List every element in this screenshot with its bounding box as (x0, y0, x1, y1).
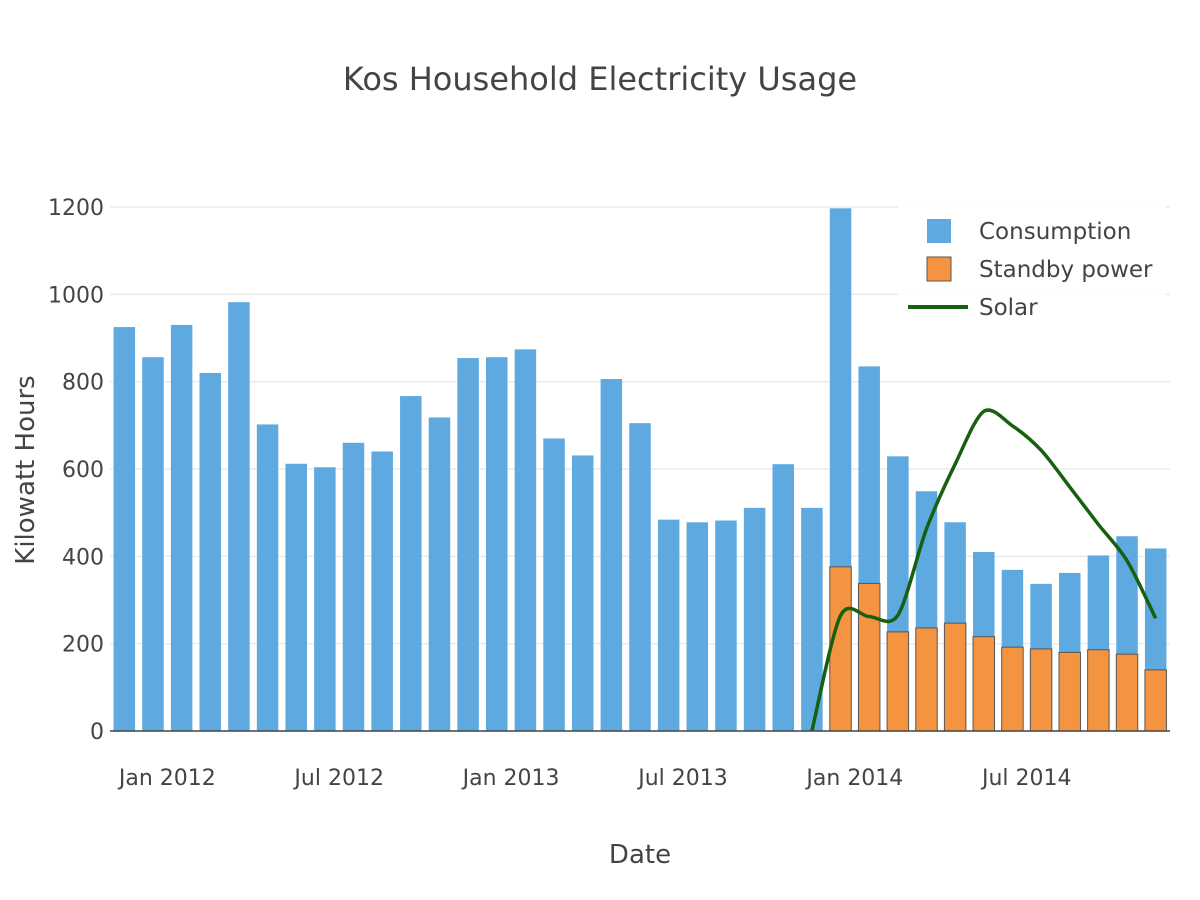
x-tick-label: Jul 2014 (980, 766, 1072, 791)
consumption-bar[interactable] (371, 451, 393, 731)
consumption-bar[interactable] (256, 424, 279, 731)
standby-power-bar[interactable] (886, 631, 910, 732)
standby-power-bar[interactable] (943, 622, 967, 732)
consumption-bar[interactable] (314, 467, 336, 731)
y-tick-label: 800 (62, 371, 104, 396)
consumption-bar[interactable] (285, 463, 307, 731)
consumption-bar[interactable] (170, 324, 193, 731)
consumption-bar[interactable] (686, 522, 709, 731)
standby-power-bar[interactable] (1087, 649, 1110, 732)
standby-power-bar[interactable] (1115, 653, 1139, 732)
y-tick-label: 0 (90, 720, 104, 745)
consumption-bar[interactable] (400, 396, 422, 731)
chart-title: Kos Household Electricity Usage (343, 60, 857, 98)
standby-power-bar[interactable] (915, 627, 938, 732)
consumption-bar[interactable] (342, 442, 365, 731)
legend-label[interactable]: Standby power (979, 257, 1153, 283)
consumption-bar[interactable] (199, 372, 222, 731)
solar-line[interactable] (810, 408, 1158, 732)
x-tick-label: Jul 2013 (636, 766, 728, 791)
standby-power-bar[interactable] (1001, 646, 1024, 732)
x-tick-label: Jul 2012 (292, 766, 384, 791)
consumption-bar[interactable] (772, 464, 794, 731)
consumption-bar[interactable] (457, 358, 479, 731)
standby-power-bar[interactable] (972, 636, 996, 732)
consumption-bar[interactable] (743, 507, 766, 731)
consumption-bar[interactable] (113, 327, 136, 731)
legend-swatch[interactable] (927, 219, 951, 243)
y-tick-label: 600 (62, 458, 104, 483)
consumption-bar[interactable] (801, 507, 823, 731)
standby-power-bar[interactable] (1058, 651, 1081, 732)
y-tick-label: 1200 (48, 196, 104, 221)
x-tick-label: Jan 2013 (461, 766, 560, 791)
consumption-bar[interactable] (142, 357, 164, 731)
standby-power-bar[interactable] (1029, 648, 1053, 732)
standby-power-bar[interactable] (857, 582, 881, 732)
legend-label[interactable]: Consumption (979, 219, 1131, 245)
legend-label[interactable]: Solar (979, 295, 1038, 321)
x-tick-label: Jan 2014 (804, 766, 903, 791)
standby-power-bar[interactable] (829, 566, 852, 732)
consumption-bar[interactable] (571, 455, 594, 731)
x-axis-title: Date (609, 840, 671, 870)
y-tick-label: 400 (62, 545, 104, 570)
legend-swatch[interactable] (926, 256, 952, 282)
consumption-bar[interactable] (657, 519, 680, 731)
standby-power-bar[interactable] (1144, 669, 1167, 732)
y-tick-label: 200 (62, 633, 104, 658)
consumption-bar[interactable] (486, 357, 508, 731)
consumption-bar[interactable] (715, 520, 737, 731)
consumption-bar[interactable] (514, 349, 537, 731)
y-axis-title: Kilowatt Hours (11, 375, 41, 564)
consumption-bar[interactable] (428, 417, 451, 731)
consumption-bar[interactable] (543, 438, 565, 731)
y-tick-label: 1000 (48, 283, 104, 308)
consumption-bar[interactable] (629, 423, 651, 731)
consumption-bar[interactable] (600, 379, 623, 731)
consumption-bar[interactable] (228, 302, 250, 731)
x-tick-label: Jan 2012 (117, 766, 216, 791)
